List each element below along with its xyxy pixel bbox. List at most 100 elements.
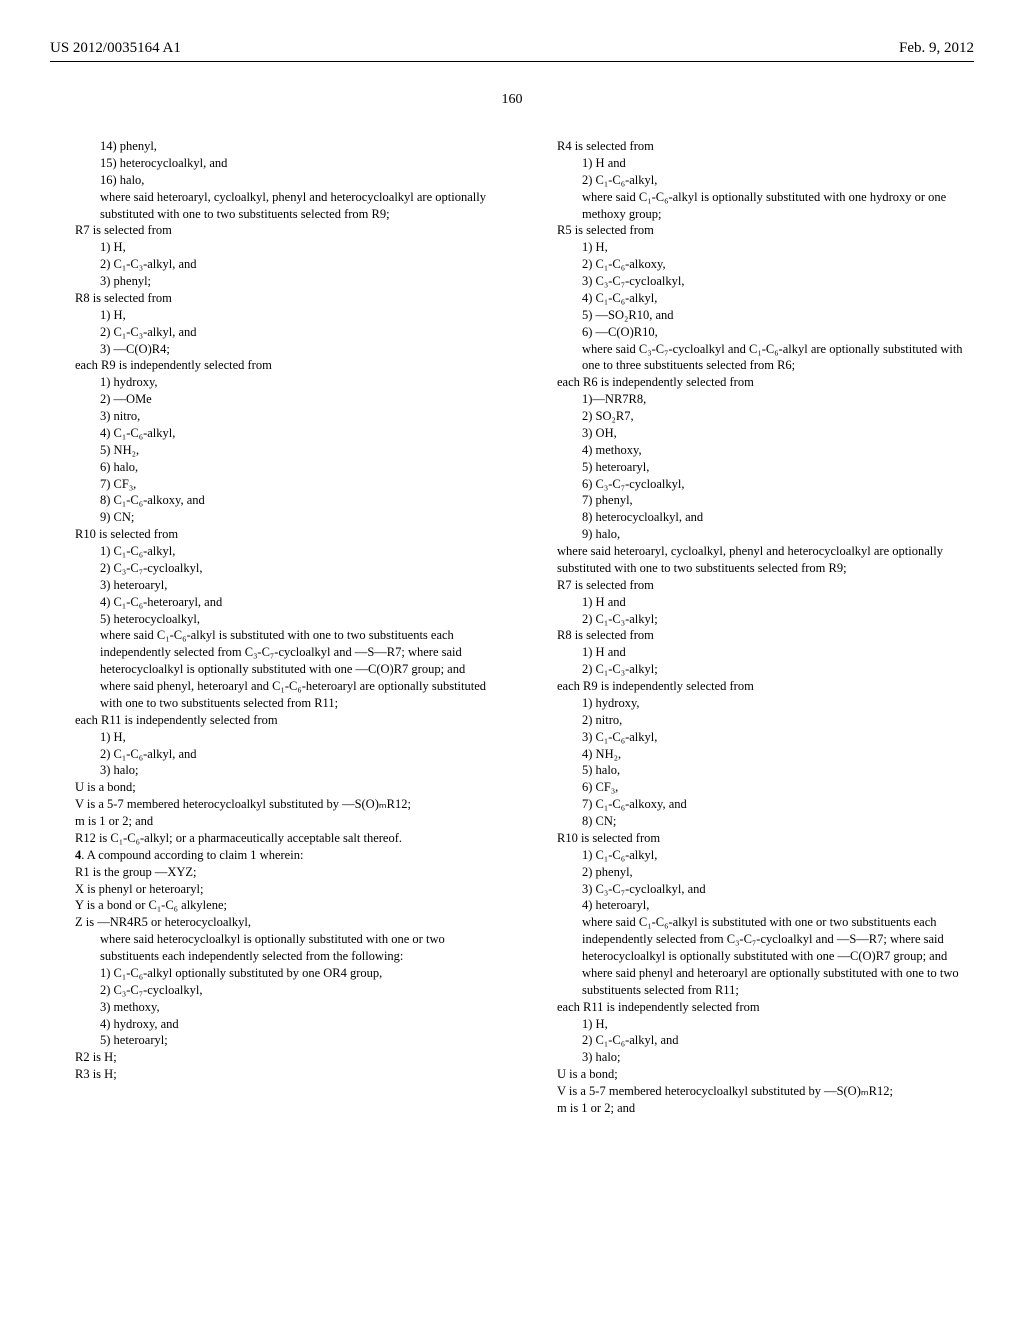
text-line: 3) C₃-C₇-cycloalkyl, [532,273,974,290]
text-line: Z is —NR4R5 or heterocycloalkyl, [50,914,492,931]
text-line: 4) methoxy, [532,442,974,459]
text-line: R3 is H; [50,1066,492,1083]
text-line: 3) halo; [532,1049,974,1066]
text-line: 1) H, [532,1016,974,1033]
text-line: 4) C₁-C₆-heteroaryl, and [50,594,492,611]
text-line: 2) C₁-C₆-alkyl, and [532,1032,974,1049]
text-line: 1) C₁-C₆-alkyl, [50,543,492,560]
text-line: 2) C₃-C₇-cycloalkyl, [50,560,492,577]
text-line: each R9 is independently selected from [532,678,974,695]
text-line: U is a bond; [50,779,492,796]
text-line: 1) H and [532,155,974,172]
text-line: where said heteroaryl, cycloalkyl, pheny… [532,543,974,577]
text-line: where said heteroaryl, cycloalkyl, pheny… [50,189,492,223]
publication-number: US 2012/0035164 A1 [50,40,181,57]
text-line: R12 is C₁-C₆-alkyl; or a pharmaceuticall… [50,830,492,847]
text-line: 8) heterocycloalkyl, and [532,509,974,526]
text-line: R2 is H; [50,1049,492,1066]
page-header: US 2012/0035164 A1 Feb. 9, 2012 [50,40,974,62]
text-line: 1) H and [532,644,974,661]
text-line: 2) SO₂R7, [532,408,974,425]
text-line: 1)—NR7R8, [532,391,974,408]
text-line: where said C₃-C₇-cycloalkyl and C₁-C₆-al… [532,341,974,375]
text-line: 3) heteroaryl, [50,577,492,594]
text-line: 2) C₁-C₆-alkyl, and [50,746,492,763]
text-line: R1 is the group —XYZ; [50,864,492,881]
text-line: 1) H and [532,594,974,611]
right-column: R4 is selected from1) H and2) C₁-C₆-alky… [532,138,974,1117]
text-line: 3) methoxy, [50,999,492,1016]
text-line: 5) halo, [532,762,974,779]
publication-date: Feb. 9, 2012 [899,40,974,57]
content-columns: 14) phenyl,15) heterocycloalkyl, and16) … [50,138,974,1117]
text-line: 1) H, [50,239,492,256]
text-line: 7) C₁-C₆-alkoxy, and [532,796,974,813]
text-line: 3) —C(O)R4; [50,341,492,358]
text-line: 1) H, [50,307,492,324]
page-number: 160 [50,92,974,108]
text-line: 8) C₁-C₆-alkoxy, and [50,492,492,509]
text-line: 8) CN; [532,813,974,830]
text-line: 15) heterocycloalkyl, and [50,155,492,172]
text-line: R5 is selected from [532,222,974,239]
text-line: 3) halo; [50,762,492,779]
text-line: 2) C₁-C₃-alkyl; [532,661,974,678]
text-line: V is a 5-7 membered heterocycloalkyl sub… [50,796,492,813]
text-line: each R6 is independently selected from [532,374,974,391]
text-line: V is a 5-7 membered heterocycloalkyl sub… [532,1083,974,1100]
text-line: 4) C₁-C₆-alkyl, [50,425,492,442]
text-line: 16) halo, [50,172,492,189]
text-line: 4) NH₂, [532,746,974,763]
text-line: 2) C₁-C₃-alkyl, and [50,256,492,273]
text-line: 14) phenyl, [50,138,492,155]
text-line: 1) H, [532,239,974,256]
text-line: 3) nitro, [50,408,492,425]
text-line: each R11 is independently selected from [532,999,974,1016]
text-line: U is a bond; [532,1066,974,1083]
text-line: 6) halo, [50,459,492,476]
text-line: 1) hydroxy, [50,374,492,391]
text-line: 2) nitro, [532,712,974,729]
text-line: 2) C₁-C₆-alkyl, [532,172,974,189]
text-line: R4 is selected from [532,138,974,155]
text-line: X is phenyl or heteroaryl; [50,881,492,898]
text-line: R8 is selected from [532,627,974,644]
text-line: 1) C₁-C₆-alkyl, [532,847,974,864]
text-line: 6) CF₃, [532,779,974,796]
text-line: 5) heteroaryl; [50,1032,492,1049]
text-line: m is 1 or 2; and [50,813,492,830]
text-line: 6) C₃-C₇-cycloalkyl, [532,476,974,493]
text-line: R10 is selected from [532,830,974,847]
text-line: each R11 is independently selected from [50,712,492,729]
text-line: 7) phenyl, [532,492,974,509]
text-line: where said C₁-C₆-alkyl is substituted wi… [50,627,492,711]
text-line: where said heterocycloalkyl is optionall… [50,931,492,965]
text-line: 1) H, [50,729,492,746]
text-line: each R9 is independently selected from [50,357,492,374]
text-line: 9) CN; [50,509,492,526]
text-line: 2) C₁-C₃-alkyl, and [50,324,492,341]
text-line: 2) phenyl, [532,864,974,881]
text-line: R8 is selected from [50,290,492,307]
text-line: 4) C₁-C₆-alkyl, [532,290,974,307]
text-line: 5) heteroaryl, [532,459,974,476]
text-line: 2) C₁-C₆-alkoxy, [532,256,974,273]
text-line: 3) C₁-C₆-alkyl, [532,729,974,746]
text-line: 2) C₁-C₃-alkyl; [532,611,974,628]
text-line: 3) OH, [532,425,974,442]
text-line: 1) C₁-C₆-alkyl optionally substituted by… [50,965,492,982]
left-column: 14) phenyl,15) heterocycloalkyl, and16) … [50,138,492,1117]
text-line: m is 1 or 2; and [532,1100,974,1117]
text-line: 3) C₃-C₇-cycloalkyl, and [532,881,974,898]
text-line: 5) NH₂, [50,442,492,459]
text-line: 5) heterocycloalkyl, [50,611,492,628]
text-line: 6) —C(O)R10, [532,324,974,341]
text-line: 2) C₃-C₇-cycloalkyl, [50,982,492,999]
text-line: where said C₁-C₆-alkyl is optionally sub… [532,189,974,223]
text-line: 4. A compound according to claim 1 where… [50,847,492,864]
text-line: R7 is selected from [532,577,974,594]
text-line: 1) hydroxy, [532,695,974,712]
text-line: Y is a bond or C₁-C₆ alkylene; [50,897,492,914]
text-line: R7 is selected from [50,222,492,239]
text-line: 4) hydroxy, and [50,1016,492,1033]
